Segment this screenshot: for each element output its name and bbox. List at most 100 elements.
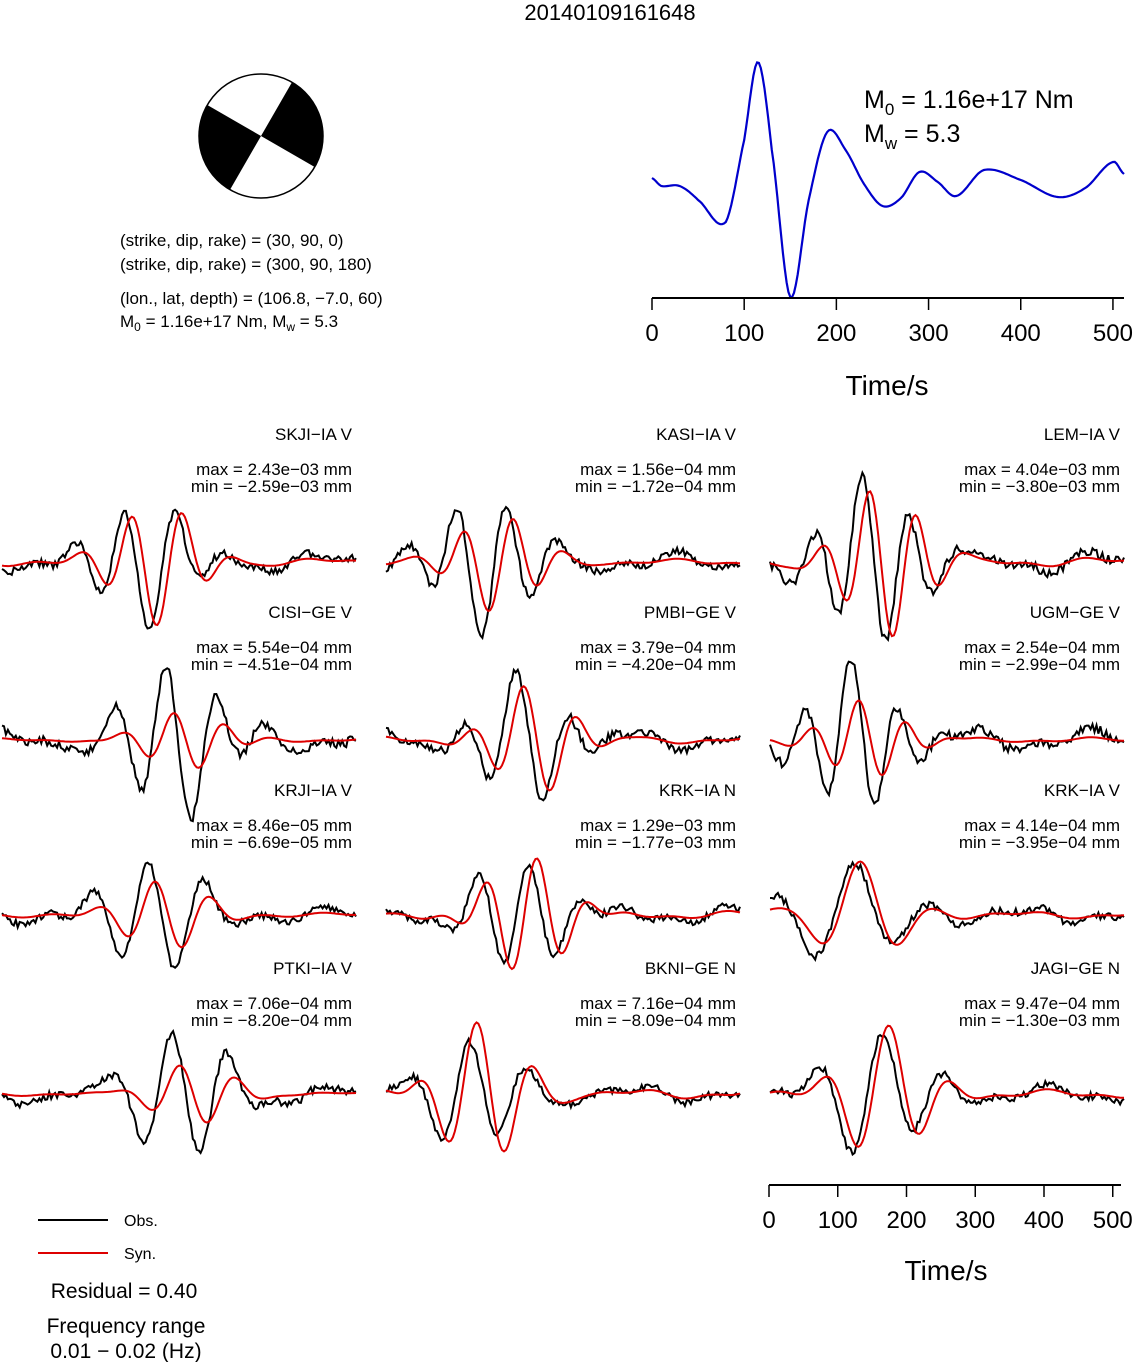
observed-waveform [769, 469, 1125, 643]
beach-ball-compression-quadrant-1 [261, 82, 324, 167]
synthetic-waveform [385, 1021, 741, 1153]
station-code: CISI−GE V [268, 603, 352, 622]
observed-waveform [1, 667, 357, 823]
station-max-amplitude: max = 7.06e−04 mm [196, 994, 352, 1013]
waveform-time-axis-label: Time/s [905, 1255, 988, 1286]
station-code: LEM−IA V [1044, 425, 1121, 444]
synthetic-waveform [1, 880, 356, 949]
station-min-amplitude: min = −2.59e−03 mm [191, 477, 352, 496]
moment-summary: M0 = 1.16e+17 Nm, Mw = 5.3 [120, 312, 338, 334]
nodal-plane-1: (strike, dip, rake) = (30, 90, 0) [120, 231, 343, 250]
station-max-amplitude: max = 5.54e−04 mm [196, 638, 352, 657]
station-max-amplitude: max = 1.29e−03 mm [580, 816, 736, 835]
station-min-amplitude: min = −1.77e−03 mm [575, 833, 736, 852]
observed-waveform [385, 863, 741, 966]
waveform-tick-label: 400 [1024, 1207, 1064, 1234]
station-code: SKJI−IA V [275, 425, 353, 444]
station-min-amplitude: min = −8.20e−04 mm [191, 1011, 352, 1030]
beach-ball-compression-quadrant-2 [198, 105, 261, 190]
station-min-amplitude: min = −3.95e−04 mm [959, 833, 1120, 852]
waveform-tick-label: 500 [1093, 1207, 1133, 1234]
synthetic-waveform [385, 518, 741, 613]
station-code: KASI−IA V [656, 425, 737, 444]
station-max-amplitude: max = 4.04e−03 mm [964, 460, 1120, 479]
station-max-amplitude: max = 3.79e−04 mm [580, 638, 736, 657]
station-min-amplitude: min = −4.51e−04 mm [191, 655, 352, 674]
stf-mw-label: Mw = 5.3 [864, 120, 960, 153]
waveform-time-axis: 0 100 200 300 400 500 [762, 1184, 1133, 1234]
legend-syn-label: Syn. [124, 1246, 156, 1263]
synthetic-waveform [769, 860, 1125, 946]
legend: Obs. Syn. [38, 1213, 158, 1263]
station-max-amplitude: max = 8.46e−05 mm [196, 816, 352, 835]
legend-obs-label: Obs. [124, 1213, 158, 1230]
station-min-amplitude: min = −1.72e−04 mm [575, 477, 736, 496]
hypocenter-location: (lon., lat, depth) = (106.8, −7.0, 60) [120, 289, 383, 308]
source-time-function [651, 61, 1125, 299]
observed-waveform [1, 1028, 357, 1155]
synthetic-waveform [1, 512, 357, 627]
observed-waveform [385, 1036, 741, 1143]
stf-tick-label: 200 [816, 320, 856, 347]
station-min-amplitude: min = −3.80e−03 mm [959, 477, 1120, 496]
frequency-range-label: Frequency range [47, 1315, 206, 1338]
stf-time-axis: 0 100 200 300 400 500 [645, 297, 1133, 347]
stf-tick-label: 300 [909, 320, 949, 347]
station-code: PTKI−IA V [273, 959, 353, 978]
stf-tick-label: 0 [645, 320, 658, 347]
station-min-amplitude: min = −1.30e−03 mm [959, 1011, 1120, 1030]
station-max-amplitude: max = 2.43e−03 mm [196, 460, 352, 479]
waveform-tick-label: 300 [955, 1207, 995, 1234]
stf-m0-label: M0 = 1.16e+17 Nm [864, 86, 1074, 119]
stf-tick-label: 100 [724, 320, 764, 347]
station-code: KRK−IA N [659, 781, 736, 800]
station-max-amplitude: max = 2.54e−04 mm [964, 638, 1120, 657]
beach-ball [198, 73, 324, 199]
station-max-amplitude: max = 1.56e−04 mm [580, 460, 736, 479]
station-min-amplitude: min = −4.20e−04 mm [575, 655, 736, 674]
station-code: PMBI−GE V [644, 603, 737, 622]
waveform-tick-label: 200 [886, 1207, 926, 1234]
synthetic-waveform [769, 699, 1124, 777]
station-code: JAGI−GE N [1031, 959, 1120, 978]
observed-waveform [385, 505, 741, 641]
synthetic-waveform [769, 490, 1125, 638]
station-code: UGM−GE V [1030, 603, 1121, 622]
stf-time-axis-label: Time/s [846, 370, 929, 401]
waveform-tick-label: 100 [818, 1207, 858, 1234]
station-max-amplitude: max = 4.14e−04 mm [964, 816, 1120, 835]
stf-curve [651, 61, 1125, 299]
synthetic-waveform [769, 1024, 1124, 1148]
stf-tick-label: 400 [1001, 320, 1041, 347]
observed-waveform [770, 860, 1125, 962]
station-max-amplitude: max = 7.16e−04 mm [580, 994, 736, 1013]
stf-tick-label: 500 [1093, 320, 1133, 347]
residual-text: Residual = 0.40 [51, 1280, 198, 1303]
synthetic-waveform [1, 712, 357, 769]
synthetic-waveform [385, 685, 741, 792]
station-code: KRK−IA V [1044, 781, 1121, 800]
station-min-amplitude: min = −8.09e−04 mm [575, 1011, 736, 1030]
figure-title: 20140109161648 [524, 0, 695, 25]
station-code: BKNI−GE N [645, 959, 736, 978]
station-code: KRJI−IA V [274, 781, 353, 800]
observed-waveform [385, 667, 741, 802]
waveform-tick-label: 0 [762, 1207, 775, 1234]
station-max-amplitude: max = 9.47e−04 mm [964, 994, 1120, 1013]
station-min-amplitude: min = −2.99e−04 mm [959, 655, 1120, 674]
synthetic-waveform [385, 857, 741, 971]
